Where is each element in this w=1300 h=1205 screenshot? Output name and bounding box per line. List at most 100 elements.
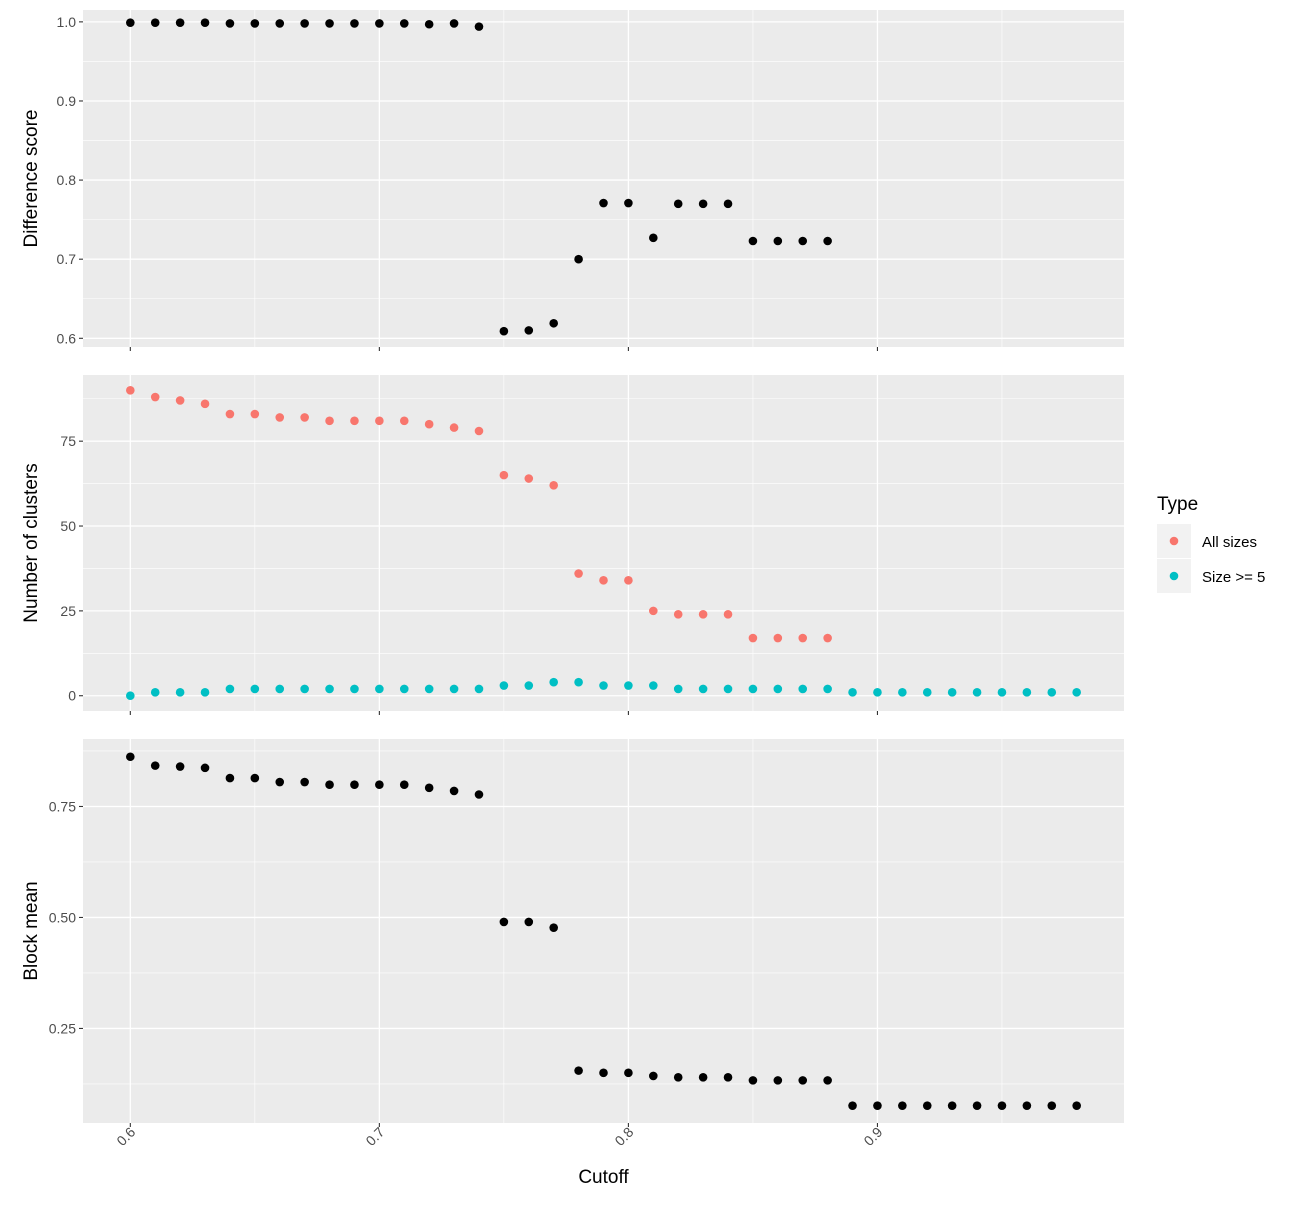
data-point <box>126 691 135 701</box>
panel-background <box>83 375 1124 711</box>
data-point <box>350 19 359 28</box>
y-tick-label: 0.9 <box>57 93 77 109</box>
data-point <box>649 681 658 690</box>
y-tick-label: 0.50 <box>49 909 76 925</box>
data-point <box>649 233 658 243</box>
y-tick-label: 0.6 <box>57 330 77 346</box>
x-tick-label: 0.8 <box>611 1124 636 1149</box>
data-point <box>474 790 484 799</box>
data-point <box>524 326 534 335</box>
data-point <box>275 777 285 787</box>
data-point <box>300 777 309 787</box>
y-tick-label: 0.75 <box>49 798 76 814</box>
data-point <box>175 396 185 405</box>
data-point <box>748 684 758 694</box>
data-point <box>424 419 434 429</box>
data-point <box>823 1076 832 1085</box>
data-point <box>399 19 409 28</box>
data-point <box>499 326 509 336</box>
data-point <box>524 474 534 483</box>
data-point <box>250 19 260 28</box>
data-point <box>1047 1101 1057 1110</box>
data-point <box>225 409 235 419</box>
data-point <box>748 1076 758 1085</box>
legend-label: All sizes <box>1202 534 1257 551</box>
data-point <box>798 684 808 694</box>
data-point <box>574 677 583 687</box>
data-point <box>126 385 135 395</box>
y-tick-label: 50 <box>60 518 76 534</box>
y-tick-label: 25 <box>60 603 76 619</box>
data-point <box>375 780 384 790</box>
data-point <box>1072 688 1081 697</box>
data-point <box>250 773 260 783</box>
x-tick-label: 0.9 <box>860 1124 885 1149</box>
data-point <box>649 1071 658 1081</box>
data-point <box>399 780 409 790</box>
data-point <box>399 684 409 694</box>
data-point <box>599 198 608 208</box>
data-point <box>449 684 459 694</box>
data-point <box>375 684 384 694</box>
data-point <box>225 19 235 28</box>
data-point <box>549 318 558 328</box>
data-point <box>325 684 334 694</box>
data-point <box>649 606 658 616</box>
data-point <box>574 1066 583 1075</box>
panel-background <box>83 739 1124 1123</box>
data-point <box>922 1101 932 1110</box>
data-point <box>150 18 160 27</box>
data-point <box>350 416 359 426</box>
data-point <box>773 633 783 643</box>
data-point <box>275 19 285 28</box>
data-point <box>375 416 384 426</box>
data-point <box>300 413 309 422</box>
data-point <box>698 1072 708 1082</box>
data-point <box>325 780 334 790</box>
data-point <box>972 688 982 697</box>
data-point <box>499 681 509 690</box>
y-tick-label: 0.8 <box>57 172 77 188</box>
data-point <box>175 762 185 771</box>
data-point <box>599 681 608 690</box>
data-point <box>474 22 484 31</box>
data-point <box>200 763 210 773</box>
data-point <box>474 426 484 436</box>
data-point <box>723 1072 733 1082</box>
y-tick-label: 75 <box>60 433 76 449</box>
data-point <box>424 783 434 793</box>
data-point <box>748 236 758 246</box>
data-point <box>225 773 235 783</box>
data-point <box>673 684 683 694</box>
data-point <box>997 688 1007 697</box>
data-point <box>275 684 285 694</box>
data-point <box>350 684 359 694</box>
data-point <box>1072 1101 1081 1110</box>
data-point <box>698 199 708 209</box>
legend-key-point <box>1169 571 1179 581</box>
data-point <box>624 198 633 208</box>
data-point <box>200 18 210 27</box>
data-point <box>848 688 857 697</box>
data-point <box>574 569 583 578</box>
data-point <box>823 236 832 246</box>
legend-label: Size >= 5 <box>1202 569 1265 586</box>
data-point <box>300 19 309 28</box>
data-point <box>624 681 633 690</box>
data-point <box>773 684 783 694</box>
data-point <box>947 688 957 697</box>
data-point <box>997 1101 1007 1110</box>
legend-key-point <box>1169 536 1179 546</box>
x-axis-title: Cutoff <box>578 1167 629 1188</box>
data-point <box>873 1101 882 1110</box>
data-point <box>350 780 359 790</box>
data-point <box>773 236 783 246</box>
data-point <box>250 409 260 419</box>
y-tick-label: 0 <box>68 688 76 704</box>
data-point <box>599 1068 608 1078</box>
data-point <box>898 688 907 697</box>
data-point <box>549 481 558 490</box>
data-point <box>375 19 384 28</box>
x-tick-label: 0.6 <box>113 1124 138 1149</box>
